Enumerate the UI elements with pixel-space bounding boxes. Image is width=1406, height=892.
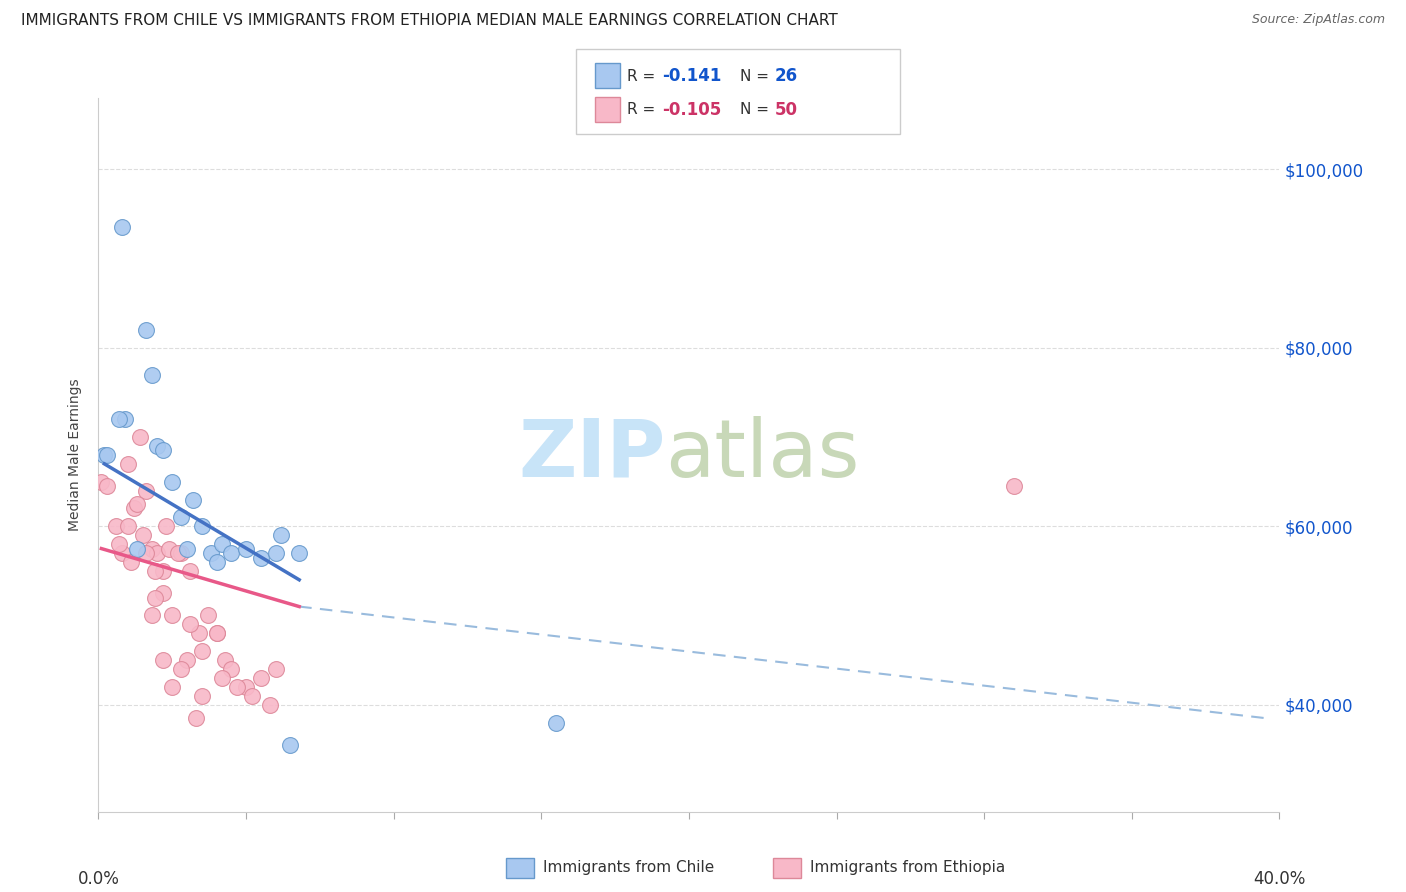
Point (288, 546, 311, 560)
Text: -0.141: -0.141 (662, 67, 721, 86)
Point (264, 546, 287, 560)
Point (90, 475, 112, 489)
Point (197, 608, 219, 623)
Point (117, 457, 139, 471)
Text: 40.0%: 40.0% (1253, 870, 1306, 888)
Text: 50: 50 (775, 101, 797, 119)
Point (546, 715, 568, 730)
Point (135, 483, 157, 498)
Point (132, 528, 155, 542)
Point (235, 680, 257, 694)
Point (235, 541, 257, 556)
Point (143, 564, 166, 578)
Point (125, 497, 148, 511)
Point (96, 479, 118, 493)
Point (181, 492, 204, 507)
Y-axis label: Median Male Earnings: Median Male Earnings (69, 378, 83, 532)
Point (179, 617, 201, 632)
Point (191, 519, 214, 533)
Point (184, 711, 207, 725)
Point (135, 546, 157, 560)
Point (111, 546, 134, 560)
Point (191, 644, 214, 658)
Point (117, 519, 139, 533)
Point (122, 501, 145, 516)
Text: N =: N = (740, 69, 773, 84)
Point (155, 519, 177, 533)
Text: -0.105: -0.105 (662, 101, 721, 119)
Text: R =: R = (627, 102, 661, 117)
Point (264, 662, 287, 676)
Point (250, 671, 273, 685)
Point (187, 626, 209, 640)
Point (214, 653, 236, 667)
Point (205, 626, 228, 640)
Point (152, 443, 174, 458)
Point (170, 662, 193, 676)
Text: R =: R = (627, 69, 661, 84)
Point (205, 626, 228, 640)
Point (176, 541, 198, 556)
Point (1002, 479, 1025, 493)
Point (270, 528, 292, 542)
Point (108, 537, 131, 551)
Point (240, 689, 263, 703)
Point (250, 550, 273, 565)
Point (152, 586, 174, 600)
Point (125, 541, 148, 556)
Text: N =: N = (740, 102, 773, 117)
Point (146, 546, 169, 560)
Point (141, 541, 163, 556)
Point (226, 680, 249, 694)
Point (135, 323, 157, 337)
Text: IMMIGRANTS FROM CHILE VS IMMIGRANTS FROM ETHIOPIA MEDIAN MALE EARNINGS CORRELATI: IMMIGRANTS FROM CHILE VS IMMIGRANTS FROM… (21, 13, 838, 29)
Point (96, 448, 118, 462)
Point (105, 519, 128, 533)
Point (176, 653, 198, 667)
Text: ZIP: ZIP (517, 416, 665, 494)
Point (162, 475, 183, 489)
Point (162, 680, 183, 694)
Point (278, 738, 302, 752)
Point (152, 653, 174, 667)
Point (170, 510, 193, 524)
Point (219, 546, 242, 560)
Point (211, 671, 233, 685)
Point (143, 591, 166, 605)
Point (157, 541, 180, 556)
Point (259, 698, 281, 712)
Text: Immigrants from Ethiopia: Immigrants from Ethiopia (810, 861, 1005, 875)
Point (111, 220, 134, 235)
Point (211, 537, 233, 551)
Point (146, 439, 169, 453)
Point (219, 662, 242, 676)
Point (93, 448, 115, 462)
Point (179, 564, 201, 578)
Point (114, 412, 136, 426)
Text: Source: ZipAtlas.com: Source: ZipAtlas.com (1251, 13, 1385, 27)
Point (128, 430, 150, 444)
Point (120, 555, 142, 569)
Point (205, 555, 228, 569)
Text: 26: 26 (775, 67, 797, 86)
Text: atlas: atlas (665, 416, 859, 494)
Text: Immigrants from Chile: Immigrants from Chile (543, 861, 714, 875)
Point (170, 546, 193, 560)
Point (108, 412, 131, 426)
Point (162, 608, 183, 623)
Point (141, 368, 163, 382)
Text: 0.0%: 0.0% (77, 870, 120, 888)
Point (191, 689, 214, 703)
Point (200, 546, 222, 560)
Point (167, 546, 190, 560)
Point (141, 608, 163, 623)
Point (152, 564, 174, 578)
